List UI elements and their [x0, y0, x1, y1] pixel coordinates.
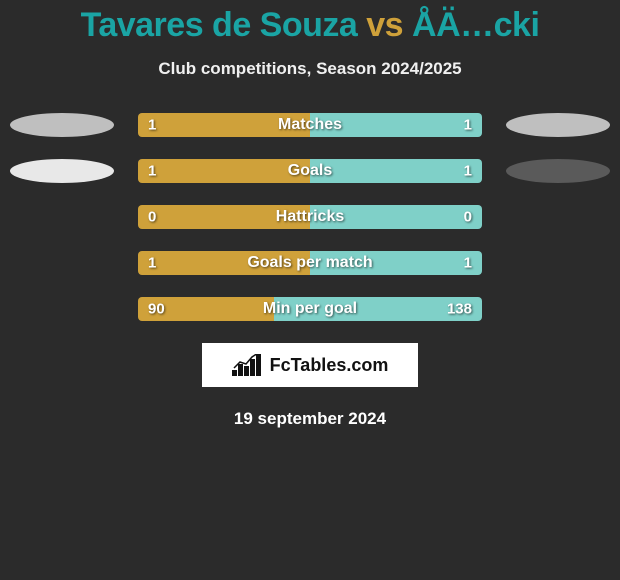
bar-right-segment [310, 159, 482, 183]
stat-row: 90 138 Min per goal [0, 297, 620, 321]
stat-label: Goals [288, 162, 332, 180]
stat-row: 1 1 Goals per match [0, 251, 620, 275]
stat-row: 1 1 Goals [0, 159, 620, 183]
side-ellipse [10, 113, 114, 137]
stat-bar: 0 0 Hattricks [138, 205, 482, 229]
stat-value-left: 1 [148, 255, 156, 272]
stat-value-right: 0 [464, 209, 472, 226]
stat-bar: 1 1 Goals [138, 159, 482, 183]
stat-value-right: 1 [464, 117, 472, 134]
player-left-name: Tavares de Souza [81, 6, 358, 44]
stat-value-left: 0 [148, 209, 156, 226]
player-right-name: ÅÄ…cki [412, 6, 539, 44]
stat-bar: 90 138 Min per goal [138, 297, 482, 321]
stat-row: 0 0 Hattricks [0, 205, 620, 229]
bar-left-segment [138, 159, 310, 183]
stat-value-left: 1 [148, 163, 156, 180]
bars-icon [232, 354, 262, 376]
stat-value-right: 1 [464, 163, 472, 180]
brand-box: FcTables.com [202, 343, 418, 387]
stat-value-right: 138 [447, 301, 472, 318]
comparison-chart: 1 1 Matches 1 1 Goals 0 0 Hattricks 1 1 Goals per m… [0, 113, 620, 321]
title-separator: vs [366, 6, 403, 44]
stat-value-left: 1 [148, 117, 156, 134]
stat-row: 1 1 Matches [0, 113, 620, 137]
stat-bar: 1 1 Goals per match [138, 251, 482, 275]
date-label: 19 september 2024 [0, 409, 620, 429]
side-ellipse [506, 159, 610, 183]
stat-label: Min per goal [263, 300, 357, 318]
page-title: Tavares de Souza vs ÅÄ…cki [0, 0, 620, 45]
side-ellipse [10, 159, 114, 183]
stat-label: Goals per match [247, 254, 372, 272]
subtitle: Club competitions, Season 2024/2025 [0, 59, 620, 79]
stat-label: Matches [278, 116, 342, 134]
stat-label: Hattricks [276, 208, 344, 226]
brand-text: FcTables.com [270, 355, 389, 376]
stat-value-right: 1 [464, 255, 472, 272]
stat-bar: 1 1 Matches [138, 113, 482, 137]
side-ellipse [506, 113, 610, 137]
stat-value-left: 90 [148, 301, 165, 318]
